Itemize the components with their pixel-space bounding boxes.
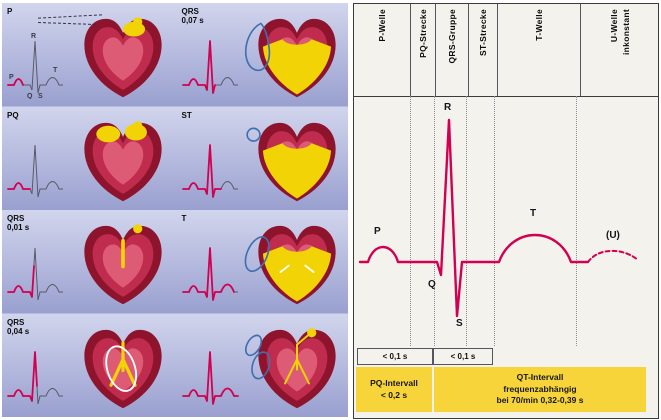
wave-label-t: T: [530, 208, 537, 219]
qt-interval-box: QT-Intervall frequenzabhängig bei 70/min…: [434, 367, 646, 412]
mini-ecg-trace: [181, 350, 239, 405]
mini-ecg-trace: [7, 350, 63, 404]
phase-label: PQ: [7, 111, 19, 120]
wave-label-r: R: [444, 102, 452, 113]
pq-interval-title: PQ-Intervall: [370, 378, 418, 389]
column-st-strecke: ST-Strecke: [469, 4, 498, 96]
qt-interval-title: QT-Intervall: [516, 372, 564, 383]
vector-loop-icon: [245, 127, 261, 142]
heart-illustration-septum-activation: [83, 224, 162, 305]
mini-wave-label-s: S: [38, 93, 43, 99]
column-qrs-gruppe: QRS-Gruppe: [436, 4, 469, 96]
wave-label-s: S: [456, 318, 463, 329]
phase-panel-p: P R P Q S T: [2, 3, 174, 107]
heart-illustration-bundle-spread: [83, 329, 162, 408]
phase-panel-t: T: [177, 210, 349, 314]
phase-label: P: [7, 7, 12, 16]
mini-wave-label-t: T: [53, 67, 58, 74]
mini-wave-label-r: R: [31, 33, 36, 40]
vector-loop-icon: [244, 22, 270, 72]
column-t-welle: T-Welle: [498, 4, 581, 96]
mini-ecg-trace: [181, 247, 238, 301]
phase-label-text: PQ: [7, 110, 19, 120]
mini-wave-label-p: P: [9, 74, 14, 81]
p-duration-box: < 0,1 s: [357, 348, 433, 365]
phase-label-text: T: [181, 214, 187, 223]
column-pq-strecke: PQ-Strecke: [411, 4, 436, 96]
phase-label-text: P: [7, 7, 13, 16]
wave-label-u: (U): [606, 230, 620, 241]
grid-divider: [466, 96, 467, 346]
grid-divider: [494, 96, 495, 346]
qt-interval-desc: frequenzabhängig: [503, 383, 577, 394]
phase-label-text: QRS: [7, 214, 25, 223]
phase-label: ST: [182, 111, 192, 120]
phase-panel-qrs-004: QRS 0,04 s: [2, 314, 174, 418]
column-p-welle: P-Welle: [354, 4, 411, 96]
phase-panel-qrs-001: QRS 0,01 s: [2, 210, 174, 314]
heart-illustration-atria-excited: [83, 120, 162, 201]
vector-loop-icon: [244, 236, 270, 273]
mini-ecg-trace: [7, 144, 63, 197]
wave-label-q: Q: [428, 279, 436, 290]
mini-ecg-trace: R P Q S T: [7, 33, 63, 99]
phase-label-text: QRS: [181, 7, 199, 16]
phase-label-text: ST: [181, 110, 192, 120]
interval-header-row: P-Welle PQ-Strecke QRS-Gruppe ST-Strecke…: [354, 4, 658, 97]
phase-panel-final: [177, 314, 349, 418]
pq-interval-value: < 0,2 s: [380, 389, 408, 400]
phase-panel-st: ST: [177, 107, 349, 211]
phase-label-sub: 0,07 s: [181, 16, 204, 26]
phase-label: QRS 0,07 s: [182, 7, 204, 25]
phase-panel-qrs-007: QRS 0,07 s: [177, 3, 349, 107]
phase-label-sub: 0,01 s: [7, 223, 30, 233]
grid-divider: [410, 96, 411, 346]
mini-ecg-trace: [181, 143, 238, 198]
mini-ecg-trace: [7, 247, 63, 301]
qrs-duration-box: < 0,1 s: [433, 348, 493, 365]
grid-divider: [576, 96, 577, 346]
phase-label: QRS 0,01 s: [7, 214, 29, 232]
wave-label-p: P: [374, 226, 381, 237]
heart-phase-grid: P R P Q S T QRS 0,07 s: [2, 3, 348, 417]
phase-label-sub: 0,04 s: [7, 326, 30, 336]
phase-label: QRS 0,04 s: [7, 318, 29, 336]
phase-label: T: [182, 214, 187, 223]
mini-ecg-trace: [181, 40, 238, 94]
phase-panel-pq: PQ: [2, 107, 174, 211]
qt-interval-value: bei 70/min 0,32-0,39 s: [496, 395, 584, 406]
heart-illustration-sinus-node: [83, 17, 162, 98]
phase-label-text: QRS: [7, 317, 25, 327]
ecg-trace: [358, 118, 639, 318]
vector-loop-icon: [244, 334, 270, 379]
mini-wave-label-q: Q: [27, 93, 33, 99]
pq-interval-box: PQ-Intervall < 0,2 s: [356, 367, 432, 412]
grid-divider: [434, 96, 435, 346]
ecg-interval-panel: P-Welle PQ-Strecke QRS-Gruppe ST-Strecke…: [353, 3, 659, 419]
